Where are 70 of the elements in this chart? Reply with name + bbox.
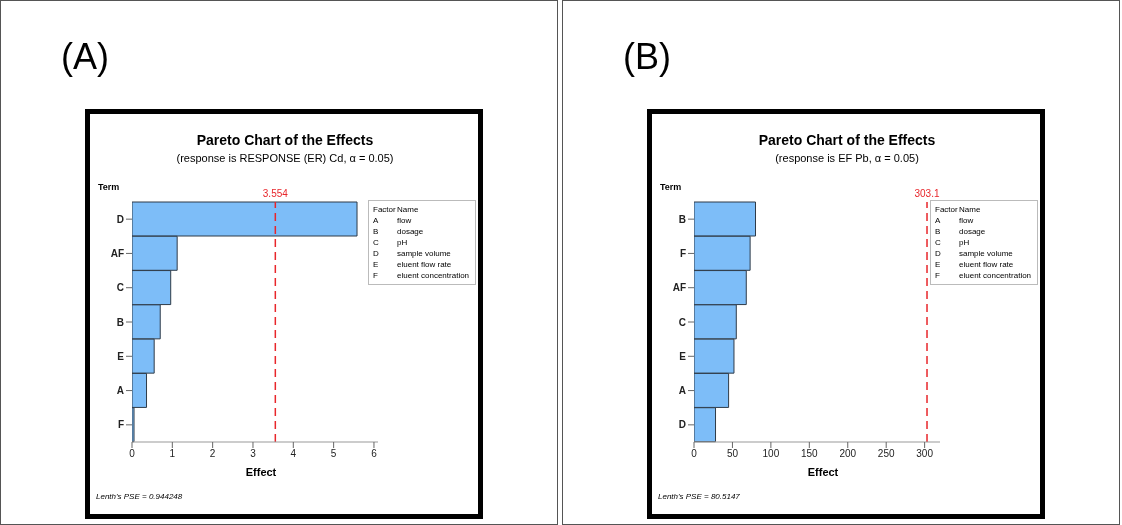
text: dosage [397,226,424,237]
text: pH [959,237,970,248]
text: pH [397,237,408,248]
chart-title: Pareto Chart of the Effects [757,132,937,148]
annotation: F [373,270,379,281]
y-tick-label: A [116,385,124,397]
text: Lenth's PSE = 80.5147 [658,492,740,501]
y-tick-label: F [117,419,124,431]
y-tick-label: B [678,213,686,225]
y-tick-label: AF [110,247,124,259]
chart-title: Pareto Chart of the Effects [195,132,375,148]
text: Name [397,204,419,215]
x-tick-label: 1 [169,448,176,460]
annotation: B [373,226,380,237]
y-tick-label: B [116,316,124,328]
y-tick-label: A [678,385,686,397]
x-tick-label: 250 [877,448,895,460]
y-tick-label: E [117,350,125,362]
text: flow [397,215,412,226]
y-tick-label: E [679,350,687,362]
y-tick-label: AF [672,282,686,294]
ref-line-label: 3.554 [262,188,289,199]
text: eluent flow rate [959,259,1014,270]
x-tick-label: 200 [839,448,857,460]
y-axis-title: Term [660,182,682,192]
x-axis-title: Effect [244,466,278,478]
text: (A) [61,36,109,78]
x-axis-title: Effect [806,466,840,478]
annotation: Factor [935,204,959,215]
text: dosage [959,226,986,237]
annotation: Factor [373,204,397,215]
text: (B) [623,36,671,78]
text: flow [959,215,974,226]
chart-subtitle: (response is EF Pb, α = 0.05) [774,152,920,164]
annotation: E [935,259,942,270]
y-axis-title: Term [98,182,120,192]
annotation: E [373,259,380,270]
annotation: A [935,215,942,226]
text: eluent flow rate [397,259,452,270]
x-tick-label: 4 [290,448,297,460]
y-tick-label: C [678,316,686,328]
text: Lenth's PSE = 0.944248 [96,492,183,501]
y-tick-label: D [116,213,124,225]
text: Name [959,204,981,215]
annotation: F [935,270,941,281]
x-tick-label: 100 [762,448,780,460]
annotation: A [373,215,380,226]
y-tick-label: D [678,419,686,431]
x-tick-label: 300 [916,448,934,460]
annotation: B [935,226,942,237]
chart-subtitle: (response is RESPONSE (ER) Cd, α = 0.05) [175,152,395,164]
annotation: C [373,237,380,248]
x-tick-label: 3 [250,448,257,460]
x-tick-label: 2 [209,448,216,460]
annotation: D [935,248,942,259]
x-tick-label: 0 [691,448,698,460]
x-tick-label: 0 [129,448,136,460]
text: eluent concentration [959,270,1032,281]
x-tick-label: 5 [330,448,337,460]
text: eluent concentration [397,270,470,281]
x-tick-label: 6 [371,448,378,460]
x-tick-label: 150 [800,448,819,460]
text: sample volume [397,248,451,259]
y-tick-label: F [679,247,686,259]
ref-line-label: 303.1 [914,188,940,199]
y-tick-label: C [116,282,124,294]
annotation: D [373,248,380,259]
x-tick-label: 50 [726,448,739,460]
text: sample volume [959,248,1013,259]
annotation: C [935,237,942,248]
